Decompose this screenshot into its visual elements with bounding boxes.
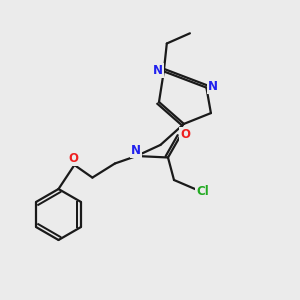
Text: O: O (68, 152, 78, 166)
Text: N: N (153, 64, 163, 77)
Text: O: O (180, 128, 190, 141)
Text: N: N (208, 80, 218, 94)
Text: N: N (131, 144, 141, 157)
Text: Cl: Cl (196, 185, 209, 198)
